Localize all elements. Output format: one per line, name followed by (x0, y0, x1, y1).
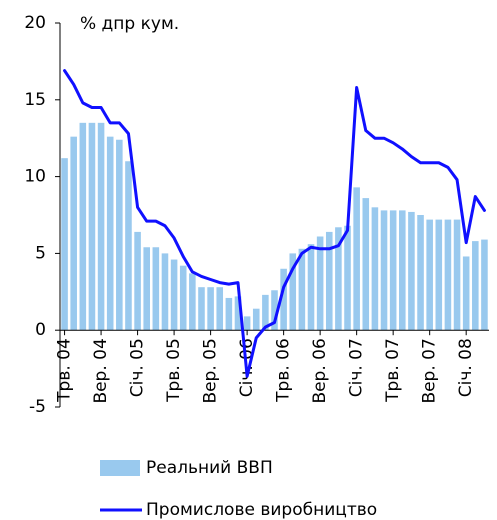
bar (280, 268, 287, 331)
y-axis-label: % дпр кум. (80, 14, 179, 34)
x-tick-label: Вер. 05 (201, 338, 221, 403)
y-tick-label: -5 (29, 397, 46, 417)
bar (481, 239, 488, 331)
x-tick-label: Січ. 05 (128, 338, 148, 397)
bar (426, 219, 433, 331)
bar (106, 136, 114, 331)
bar (380, 210, 388, 331)
bar (61, 158, 68, 331)
x-tick-label: Трв. 06 (274, 338, 294, 403)
bar (152, 247, 160, 331)
bar (316, 236, 324, 331)
bar (134, 231, 141, 331)
bar (344, 225, 351, 331)
bar (271, 290, 278, 331)
bar (362, 198, 370, 331)
y-tick-label: 20 (24, 13, 46, 33)
bar (189, 273, 196, 331)
bar (435, 219, 443, 331)
legend-label: Реальний ВВП (146, 458, 273, 478)
bar (207, 287, 214, 331)
bar (453, 219, 461, 331)
bar (198, 287, 205, 331)
bar (97, 122, 105, 331)
bar (389, 210, 397, 331)
legend-swatch (100, 460, 140, 476)
bar (444, 219, 452, 331)
bar (125, 161, 132, 331)
bar (462, 256, 470, 331)
bar (161, 253, 169, 331)
bar (325, 231, 333, 331)
bar (116, 139, 123, 331)
bar (307, 244, 315, 331)
x-tick-label: Вер. 06 (310, 338, 330, 403)
bar (79, 122, 87, 331)
y-tick-label: 10 (24, 167, 46, 187)
bar (243, 316, 251, 331)
bar (88, 122, 96, 331)
y-tick-label: 0 (35, 320, 46, 340)
bar (179, 265, 187, 331)
bar (70, 136, 77, 331)
bar (353, 187, 360, 331)
x-tick-label: Січ. 08 (456, 338, 476, 397)
x-tick-label: Вер. 07 (420, 338, 440, 403)
x-tick-label: Трв. 04 (55, 338, 75, 403)
line (63, 69, 486, 378)
bar (289, 253, 297, 331)
bar (216, 287, 224, 331)
bar (234, 296, 242, 331)
bar (143, 247, 150, 331)
bar (335, 227, 342, 331)
x-tick-label: Січ. 07 (347, 338, 367, 397)
bar (262, 294, 269, 331)
bar (399, 210, 406, 331)
bar (298, 248, 306, 331)
legend-label: Промислове виробництво (146, 500, 377, 520)
y-tick-label: 15 (24, 90, 46, 110)
x-tick-label: Трв. 05 (164, 338, 184, 403)
x-tick-label: Трв. 07 (383, 338, 403, 403)
bar (472, 241, 479, 331)
bar (170, 259, 178, 331)
bar (408, 211, 415, 331)
x-tick-label: Вер. 04 (91, 338, 111, 403)
bar (225, 297, 233, 331)
bar (371, 207, 379, 331)
bar (252, 308, 260, 331)
y-tick-label: 5 (35, 243, 46, 263)
bar (417, 215, 424, 331)
